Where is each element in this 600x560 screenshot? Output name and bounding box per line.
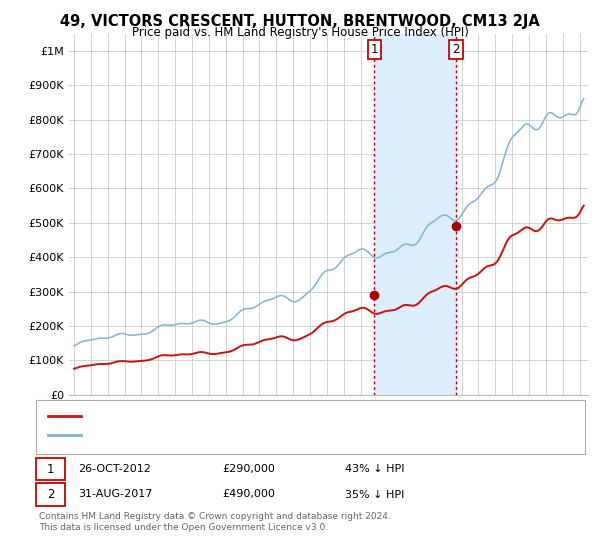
Text: £290,000: £290,000 bbox=[222, 464, 275, 474]
Text: 49, VICTORS CRESCENT, HUTTON, BRENTWOOD, CM13 2JA (detached house): 49, VICTORS CRESCENT, HUTTON, BRENTWOOD,… bbox=[87, 410, 488, 421]
Text: 1: 1 bbox=[371, 43, 378, 55]
Bar bbox=[374, 34, 456, 395]
Text: 1: 1 bbox=[47, 463, 54, 476]
Text: 2: 2 bbox=[452, 43, 460, 55]
Text: £490,000: £490,000 bbox=[222, 489, 275, 500]
Text: 31-AUG-2017: 31-AUG-2017 bbox=[78, 489, 152, 500]
Text: This data is licensed under the Open Government Licence v3.0.: This data is licensed under the Open Gov… bbox=[39, 523, 328, 533]
Text: Price paid vs. HM Land Registry's House Price Index (HPI): Price paid vs. HM Land Registry's House … bbox=[131, 26, 469, 39]
Text: HPI: Average price, detached house, Brentwood: HPI: Average price, detached house, Bren… bbox=[87, 430, 336, 440]
Text: 49, VICTORS CRESCENT, HUTTON, BRENTWOOD, CM13 2JA: 49, VICTORS CRESCENT, HUTTON, BRENTWOOD,… bbox=[60, 14, 540, 29]
Text: 26-OCT-2012: 26-OCT-2012 bbox=[78, 464, 151, 474]
Text: 35% ↓ HPI: 35% ↓ HPI bbox=[345, 489, 404, 500]
Text: 2: 2 bbox=[47, 488, 54, 501]
Text: Contains HM Land Registry data © Crown copyright and database right 2024.: Contains HM Land Registry data © Crown c… bbox=[39, 512, 391, 521]
Text: 43% ↓ HPI: 43% ↓ HPI bbox=[345, 464, 404, 474]
